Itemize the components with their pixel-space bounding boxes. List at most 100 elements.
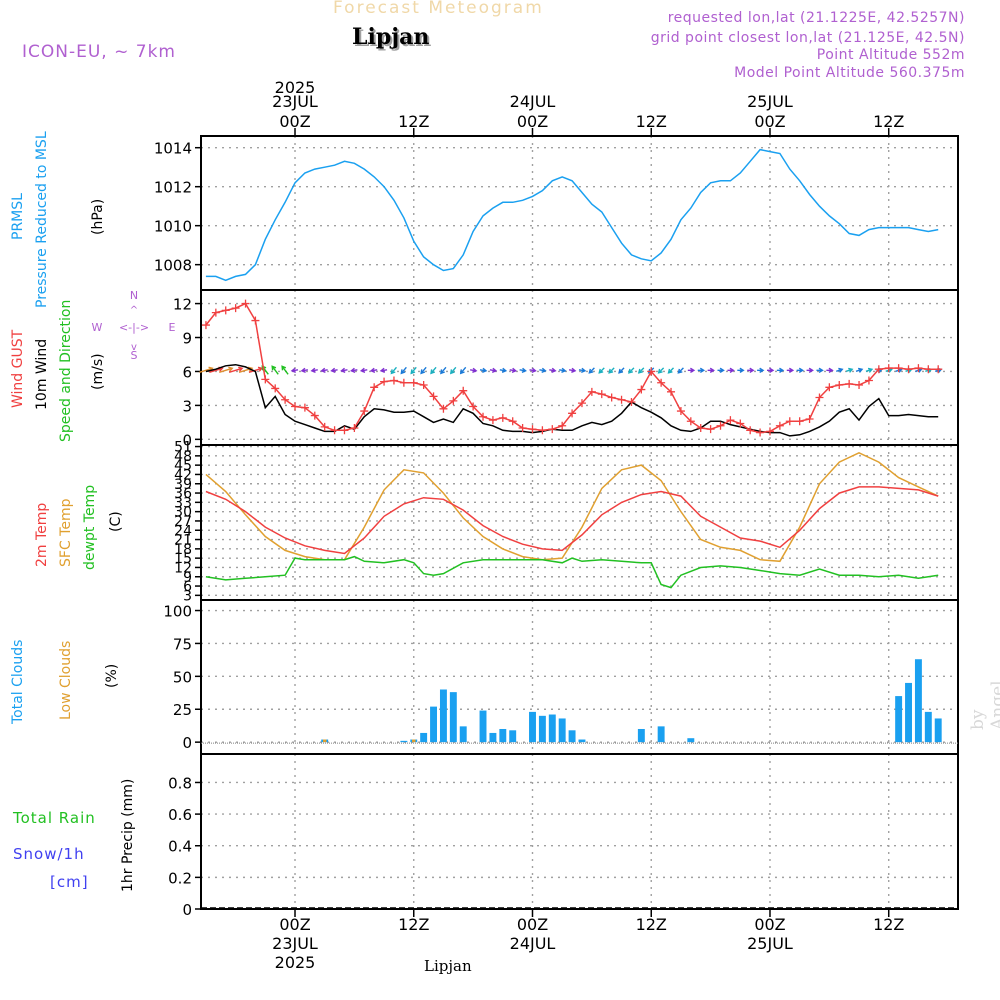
wind-arrow-head bbox=[430, 369, 436, 375]
cloud-bar bbox=[578, 739, 586, 743]
wind-arrow-head bbox=[637, 368, 643, 374]
wind-gust-marker bbox=[597, 390, 606, 399]
x-label-bottom: 00Z bbox=[279, 915, 310, 934]
x-label-top: 12Z bbox=[398, 112, 429, 131]
wind-10m-line bbox=[205, 363, 939, 437]
cloud-bar bbox=[637, 728, 645, 743]
wind-arrow-head bbox=[472, 367, 478, 373]
grid-lines bbox=[201, 136, 958, 910]
total-rain-label: Total Rain bbox=[13, 809, 96, 827]
wind-arrow-head bbox=[491, 367, 498, 373]
wind-gust-marker bbox=[874, 365, 883, 374]
x-label-bottom: 2025 bbox=[275, 953, 316, 972]
y-tick-label: 30 bbox=[174, 505, 192, 521]
compass-e: E bbox=[169, 321, 176, 334]
y-tick-label: 1010 bbox=[154, 218, 192, 236]
y-tick-label: 50 bbox=[173, 668, 192, 686]
wind-arrow-head bbox=[261, 365, 267, 371]
cloud-bar bbox=[412, 739, 416, 743]
wind-gust-marker bbox=[320, 422, 329, 431]
wind-arrow-head bbox=[459, 369, 465, 375]
wind-arrow-head bbox=[440, 369, 445, 375]
wind-gust-marker bbox=[835, 381, 844, 390]
wind-arrow-head bbox=[739, 367, 745, 373]
x-label-top: 00Z bbox=[517, 112, 548, 131]
wind-gust-marker bbox=[498, 413, 507, 422]
compass-s: S bbox=[131, 349, 138, 362]
wind-arrow-head bbox=[320, 367, 326, 373]
x-label-top-year: 2025 bbox=[275, 78, 316, 97]
wind-gust-marker bbox=[488, 416, 497, 425]
wind-gust-marker bbox=[805, 414, 814, 423]
y-tick-label: 6 bbox=[182, 363, 192, 381]
y-tick-label: 0.2 bbox=[168, 869, 192, 887]
compass-up: ^ bbox=[130, 305, 138, 316]
y-tick-label: 25 bbox=[173, 701, 192, 719]
panel-frame-pressure bbox=[200, 135, 959, 291]
y-tick-label: 24 bbox=[174, 523, 192, 539]
wind-gust-marker bbox=[696, 424, 705, 433]
wind-arrow-head bbox=[390, 369, 396, 375]
y-tick-label: 0 bbox=[182, 734, 192, 752]
wind-arrow-head bbox=[521, 367, 527, 373]
y-tick-label: 3 bbox=[182, 397, 192, 415]
wind-arrow-head bbox=[690, 367, 696, 373]
wind-arrow-head bbox=[808, 367, 814, 373]
y-tick-label: 100 bbox=[163, 603, 192, 621]
compass-horizontal: <-|-> bbox=[119, 321, 149, 334]
wind-arrow-head bbox=[369, 367, 376, 373]
wind-arrow bbox=[199, 367, 213, 373]
cloud-bar bbox=[934, 718, 942, 743]
wind-gust-marker bbox=[399, 378, 408, 387]
wind-arrow-head bbox=[271, 365, 277, 371]
y-tick-label: 39 bbox=[174, 477, 192, 493]
x-label-bottom: 24JUL bbox=[510, 934, 556, 953]
wind-arrow-head bbox=[598, 368, 604, 374]
wind-gust-marker bbox=[528, 425, 537, 434]
wind-gust-marker bbox=[855, 381, 864, 390]
wind-gust-marker bbox=[577, 399, 586, 408]
wind-direction-arrows bbox=[199, 365, 943, 375]
cloud-bar bbox=[499, 728, 507, 743]
wind-gust-marker bbox=[647, 367, 656, 376]
cloud-bar bbox=[420, 732, 428, 743]
wind-arrow-head bbox=[247, 366, 254, 372]
wind-arrow-head bbox=[848, 367, 854, 373]
wind-gust-marker bbox=[479, 412, 488, 421]
wind-gust-marker bbox=[924, 365, 933, 374]
wind-arrow-head bbox=[867, 367, 874, 373]
wind-gust-marker bbox=[587, 387, 596, 396]
cloud-bar bbox=[529, 711, 536, 743]
y-tick-label: 12 bbox=[174, 560, 192, 576]
x-label-top: 25JUL bbox=[747, 92, 793, 111]
wind-arrow-head bbox=[420, 369, 426, 375]
y-tick-label: 48 bbox=[174, 449, 192, 465]
wind-arrow-head bbox=[657, 368, 663, 374]
y-tick-label: 36 bbox=[174, 486, 192, 502]
cloud-bar bbox=[322, 739, 327, 743]
cloud-bar bbox=[895, 696, 903, 743]
wind-gust-marker bbox=[914, 364, 923, 373]
wind-gust-marker bbox=[657, 378, 666, 387]
location-title: Lipjan bbox=[352, 24, 430, 50]
wind-gust-marker bbox=[221, 306, 230, 315]
wind-arrow-head bbox=[571, 367, 577, 373]
wind-gust-marker bbox=[667, 387, 676, 396]
x-label-top: 23JUL bbox=[272, 92, 318, 111]
wind-gust-marker bbox=[637, 385, 646, 394]
grid-point-coords: grid point closest lon,lat (21.125E, 42.… bbox=[650, 30, 965, 46]
wind-arrow-head bbox=[551, 367, 557, 373]
y-tick-label: 42 bbox=[174, 467, 192, 483]
wind-arrow-head bbox=[310, 367, 316, 373]
wind-gust-marker bbox=[884, 364, 893, 373]
wind-gust-marker bbox=[310, 411, 319, 420]
cloud-bar bbox=[439, 689, 447, 743]
cloud-bar bbox=[538, 715, 546, 743]
x-label-top: 12Z bbox=[636, 112, 667, 131]
cloud-bar bbox=[568, 730, 576, 743]
wind-gust-marker bbox=[211, 308, 220, 317]
wind-gust-marker bbox=[389, 376, 398, 385]
x-label-bottom: 12Z bbox=[398, 915, 429, 934]
wind-gust-marker bbox=[350, 424, 359, 433]
